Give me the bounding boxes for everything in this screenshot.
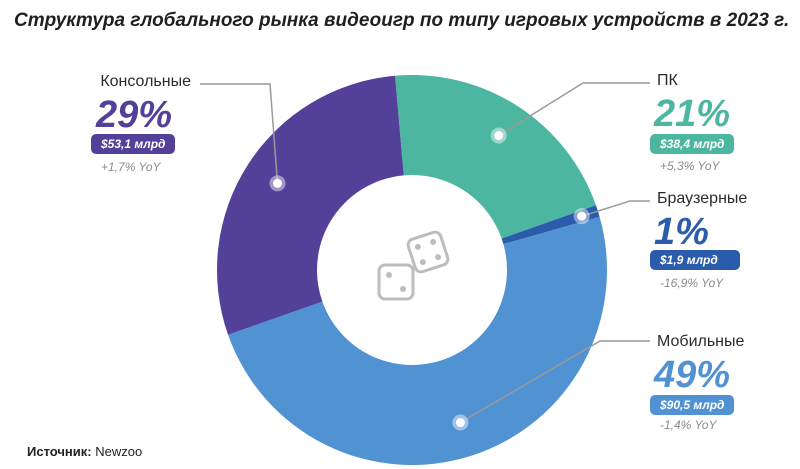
marker-dot-pc xyxy=(494,131,504,141)
console-label: Консольные xyxy=(100,73,191,90)
pc-yoy: +5,3% YoY xyxy=(660,159,720,173)
source-note: Источник: Newzoo xyxy=(27,444,142,459)
leader-line-pc xyxy=(498,82,650,137)
console-yoy: +1,7% YoY xyxy=(101,160,161,174)
chart-title: Структура глобального рынка видеоигр по … xyxy=(14,10,790,31)
source-value: Newzoo xyxy=(95,444,143,459)
dice-icon xyxy=(377,230,450,301)
marker-dot-console xyxy=(273,178,283,188)
browser-yoy: -16,9% YoY xyxy=(660,276,724,290)
marker-dot-browser xyxy=(577,211,587,221)
browser-label: Браузерные xyxy=(657,190,748,207)
mobile-label: Мобильные xyxy=(657,333,745,350)
console-percent: 29% xyxy=(95,94,172,136)
marker-dot-mobile xyxy=(455,418,465,428)
leader-line-browser xyxy=(581,200,650,217)
leader-line-console xyxy=(200,83,279,184)
mobile-yoy: -1,4% YoY xyxy=(660,418,717,432)
browser-amount-badge: $1,9 млрд xyxy=(650,250,740,270)
mobile-amount-badge: $90,5 млрд xyxy=(650,395,735,415)
leader-lines xyxy=(200,82,650,431)
leader-line-mobile xyxy=(460,340,650,424)
pc-percent: 21% xyxy=(654,93,731,135)
pc-amount-badge: $38,4 млрд xyxy=(650,134,735,154)
mobile-percent: 49% xyxy=(654,354,731,396)
pc-label: ПК xyxy=(657,72,678,89)
console-amount-badge: $53,1 млрд xyxy=(91,134,176,154)
browser-percent: 1% xyxy=(654,211,709,253)
source-label: Источник: xyxy=(27,444,92,459)
